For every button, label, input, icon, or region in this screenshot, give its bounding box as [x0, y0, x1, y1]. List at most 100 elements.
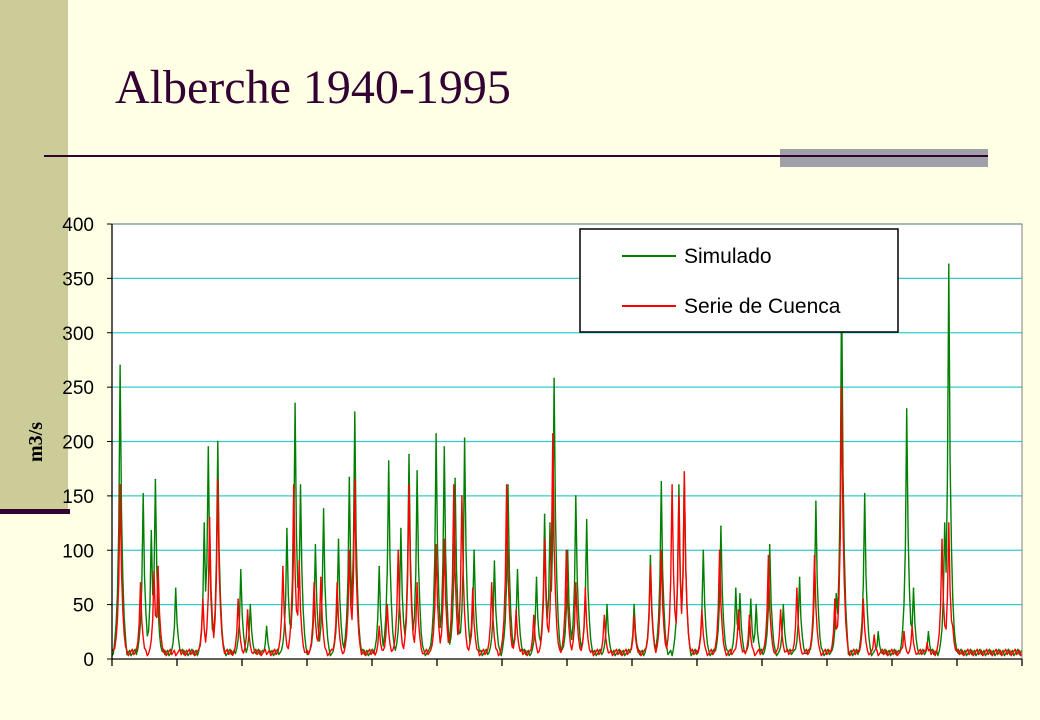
data-point [813, 554, 816, 557]
data-point [584, 587, 587, 590]
data-point [532, 614, 535, 617]
data-point [815, 500, 817, 503]
data-point [543, 538, 546, 541]
data-point [416, 470, 418, 472]
data-point [701, 609, 703, 611]
data-point [473, 549, 475, 552]
data-point [718, 549, 721, 552]
data-point [203, 522, 206, 524]
data-point [353, 411, 356, 413]
data-point [443, 538, 446, 541]
series-layer [111, 263, 1023, 657]
data-point [249, 603, 252, 606]
data-point [834, 598, 836, 600]
data-point [683, 471, 686, 473]
data-point [873, 634, 875, 636]
legend: Simulado Serie de Cuenca [579, 228, 899, 333]
axes: 0 50 100 150 200 250 300 350 400 [62, 215, 1023, 671]
data-point [660, 480, 663, 483]
side-accent-tick [0, 509, 70, 514]
data-point [265, 625, 268, 628]
y-axis-label: m3/s [25, 422, 47, 462]
data-point [926, 641, 928, 644]
legend-box [579, 228, 899, 333]
data-point [912, 587, 915, 590]
data-point [336, 582, 338, 584]
side-band [0, 0, 68, 514]
data-point [877, 631, 880, 633]
data-point [633, 614, 635, 617]
data-point [298, 560, 300, 562]
title-rule-accent [780, 149, 988, 167]
data-point [416, 582, 418, 584]
data-point [400, 527, 402, 530]
data-point [671, 484, 673, 486]
title-rule [44, 155, 988, 157]
y-tick-label-400: 400 [62, 215, 94, 236]
data-point [490, 582, 493, 584]
y-tick-label-200: 200 [62, 433, 94, 454]
data-point [952, 625, 954, 628]
data-point [353, 478, 356, 481]
data-point [901, 631, 904, 633]
data-point [237, 598, 239, 600]
data-point [216, 440, 219, 443]
data-point [649, 565, 652, 568]
data-point [720, 525, 722, 528]
data-point [553, 377, 555, 380]
data-point [454, 477, 456, 480]
series-serie-de-cuenca [111, 386, 1023, 657]
data-point [947, 522, 950, 524]
data-point [153, 571, 155, 573]
data-point [927, 631, 930, 633]
data-point [863, 492, 866, 495]
data-point [678, 484, 680, 486]
y-tick-label-100: 100 [62, 541, 94, 562]
data-point [575, 495, 577, 497]
data-point [348, 549, 351, 552]
data-point [862, 598, 865, 600]
data-point [322, 508, 325, 510]
data-point [207, 446, 210, 448]
data-point [735, 587, 737, 590]
data-point [543, 513, 546, 516]
data-point [660, 549, 663, 552]
data-point [603, 614, 606, 617]
data-point [378, 565, 380, 568]
data-point [551, 433, 554, 435]
y-tick-label-50: 50 [73, 596, 94, 617]
data-point [903, 631, 905, 633]
data-point [286, 527, 288, 530]
data-point [246, 609, 249, 611]
data-point [535, 576, 538, 579]
data-point [202, 598, 204, 600]
legend-label-1: Serie de Cuenca [684, 295, 841, 318]
data-point [575, 582, 577, 584]
data-point [493, 560, 496, 562]
data-point [216, 478, 219, 481]
data-point [678, 495, 680, 497]
data-point [452, 484, 455, 486]
data-point [835, 592, 838, 595]
data-point [755, 603, 757, 606]
data-point [748, 614, 751, 617]
data-point [397, 549, 399, 552]
data-point [585, 519, 588, 521]
data-point [463, 437, 466, 440]
data-point [337, 538, 340, 541]
data-point [150, 529, 153, 532]
y-tick-label-250: 250 [62, 378, 94, 399]
data-point [299, 484, 302, 486]
data-point [142, 492, 144, 495]
data-point [515, 609, 517, 611]
data-point [739, 592, 741, 595]
data-point [507, 484, 509, 486]
data-point [947, 263, 950, 266]
data-point [348, 476, 351, 479]
data-point [943, 522, 946, 524]
data-point [282, 565, 284, 568]
data-point [313, 582, 315, 584]
data-point [154, 478, 157, 481]
data-point [314, 544, 317, 546]
